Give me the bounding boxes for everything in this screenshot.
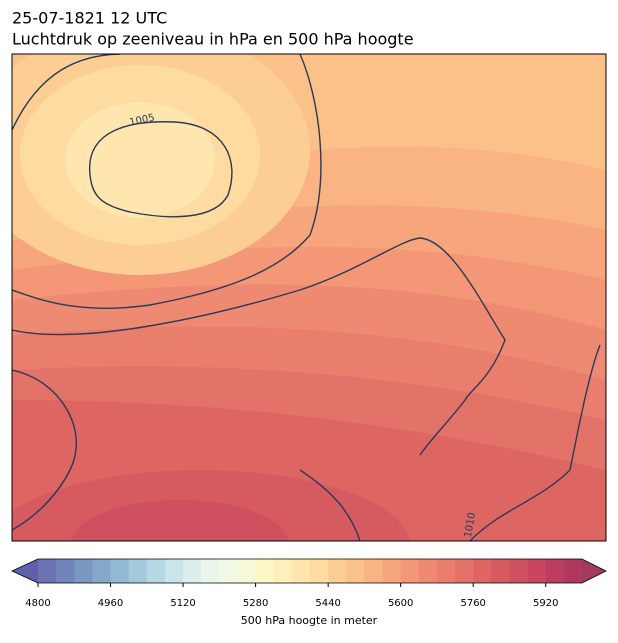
date-title: 25-07-1821 12 UTC: [12, 9, 167, 28]
color-bin: [291, 559, 311, 583]
color-bin: [328, 559, 347, 583]
color-bin: [310, 559, 329, 583]
color-bin: [128, 559, 148, 583]
tick-label: 5760: [460, 598, 485, 609]
color-bin: [74, 559, 93, 583]
isobar-label: 1010: [463, 512, 478, 539]
tick-label: 5440: [315, 598, 340, 609]
color-bin: [455, 559, 474, 583]
color-bin: [364, 559, 384, 583]
color-bin: [146, 559, 166, 583]
color-bin: [38, 559, 57, 583]
tick-label: 4960: [98, 598, 123, 609]
tick-label: 5120: [170, 598, 195, 609]
color-bin: [382, 559, 402, 583]
height-band: [70, 500, 290, 541]
color-bin: [255, 559, 275, 583]
color-bin: [92, 559, 112, 583]
color-bin: [56, 559, 75, 583]
color-bin: [491, 559, 510, 583]
color-bin: [563, 559, 583, 583]
map: 1005 1010: [12, 54, 606, 541]
map-frame: [11, 53, 607, 542]
height-band: [65, 102, 215, 218]
color-bin: [346, 559, 365, 583]
color-bin: [527, 559, 547, 583]
color-bin: [219, 559, 238, 583]
tick-label: 4800: [25, 598, 50, 609]
color-bin: [418, 559, 438, 583]
extend-high: [582, 559, 606, 583]
color-bin: [545, 559, 565, 583]
map-title: Luchtdruk op zeeniveau in hPa en 500 hPa…: [12, 30, 414, 49]
color-bin: [164, 559, 184, 583]
colorbar-label: 500 hPa hoogte in meter: [241, 614, 378, 627]
color-bin: [201, 559, 220, 583]
color-bin: [473, 559, 492, 583]
color-bin: [273, 559, 293, 583]
color-bin: [400, 559, 420, 583]
isobar-label: 1005: [129, 112, 156, 128]
colorbar: 4800 4960 5120 5280 5440 5600 5760 5920 500 hPa …: [11, 558, 607, 627]
tick-label: 5920: [533, 598, 558, 609]
isobars: [12, 54, 601, 541]
color-bin: [436, 559, 456, 583]
height-band: [12, 470, 410, 541]
color-bin: [237, 559, 257, 583]
tick-label: 5280: [243, 598, 268, 609]
extend-low: [12, 559, 38, 583]
colorbar-outline: [11, 558, 607, 584]
color-bin: [110, 559, 130, 583]
tick-label: 5600: [388, 598, 413, 609]
color-bin: [183, 559, 202, 583]
color-bin: [509, 559, 529, 583]
